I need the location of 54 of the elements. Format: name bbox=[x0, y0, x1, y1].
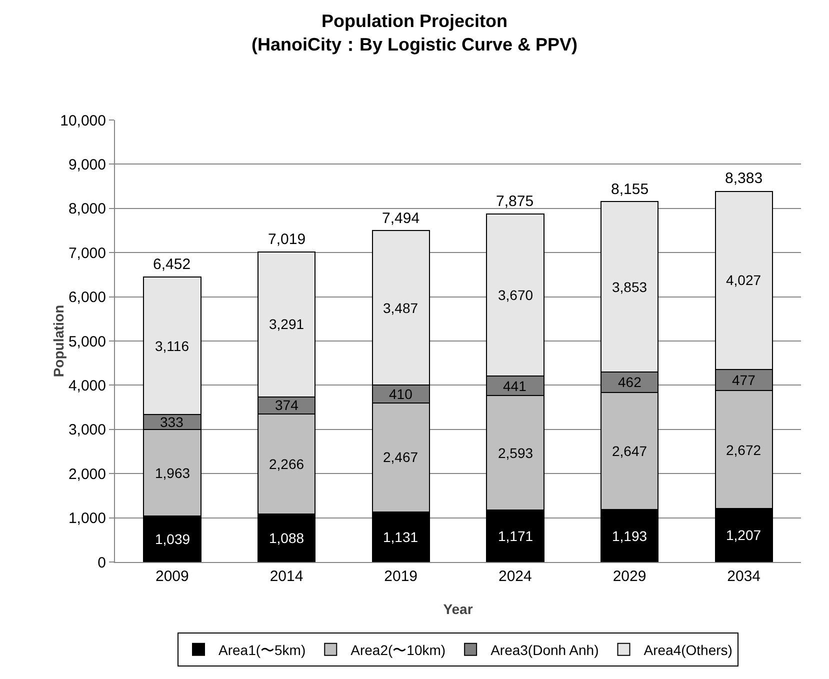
data-label: 441 bbox=[503, 378, 527, 394]
data-label: 2,266 bbox=[269, 456, 304, 472]
legend-label: Area3(Donh Anh) bbox=[490, 642, 599, 658]
x-tick-label: 2029 bbox=[612, 568, 646, 585]
data-label: 1,207 bbox=[726, 527, 762, 543]
total-label: 7,875 bbox=[496, 193, 534, 210]
legend-label: Area2(〜10km) bbox=[350, 642, 446, 658]
data-label: 2,467 bbox=[383, 449, 418, 465]
data-label: 462 bbox=[618, 374, 642, 390]
data-label: 1,171 bbox=[498, 528, 534, 544]
data-label: 3,116 bbox=[155, 338, 190, 354]
data-label: 1,963 bbox=[155, 465, 190, 481]
x-tick-label: 2019 bbox=[384, 568, 418, 585]
x-tick-label: 2009 bbox=[155, 568, 189, 585]
data-label: 477 bbox=[732, 372, 756, 388]
data-label: 3,670 bbox=[498, 287, 534, 303]
y-tick-label: 5,000 bbox=[68, 333, 106, 350]
data-label: 3,853 bbox=[612, 279, 648, 295]
data-label: 3,487 bbox=[383, 300, 418, 316]
total-label: 7,019 bbox=[268, 231, 306, 248]
x-tick-label: 2024 bbox=[498, 568, 532, 585]
data-label: 1,193 bbox=[612, 528, 648, 544]
data-label: 333 bbox=[160, 414, 184, 430]
y-tick-label: 10,000 bbox=[60, 112, 106, 130]
data-label: 1,088 bbox=[269, 530, 304, 546]
total-label: 7,494 bbox=[382, 210, 420, 227]
y-axis-title: Population bbox=[50, 304, 66, 378]
total-label: 8,383 bbox=[725, 170, 763, 187]
data-label: 1,039 bbox=[155, 531, 190, 547]
data-label: 3,291 bbox=[269, 316, 304, 332]
data-label: 2,672 bbox=[726, 442, 762, 458]
y-tick-label: 9,000 bbox=[68, 156, 106, 174]
data-label: 2,593 bbox=[498, 445, 534, 461]
y-tick-label: 2,000 bbox=[68, 466, 106, 483]
legend-label: Area4(Others) bbox=[644, 642, 732, 658]
data-label: 374 bbox=[275, 397, 299, 413]
data-label: 1,131 bbox=[383, 529, 418, 545]
chart-title: Population Projeciton (HanoiCity：By Logistic Curve & PPV) bbox=[251, 11, 578, 55]
total-label: 6,452 bbox=[153, 256, 191, 273]
y-tick-label: 4,000 bbox=[68, 377, 106, 394]
x-axis-title: Year bbox=[443, 601, 474, 617]
x-tick-label: 2034 bbox=[727, 568, 761, 585]
data-label: 4,027 bbox=[726, 272, 762, 288]
y-tick-label: 7,000 bbox=[68, 244, 106, 262]
x-tick-label: 2014 bbox=[270, 568, 304, 585]
data-label: 410 bbox=[389, 386, 413, 402]
data-label: 2,647 bbox=[612, 443, 648, 459]
y-tick-label: 8,000 bbox=[68, 200, 106, 218]
total-label: 8,155 bbox=[611, 181, 649, 198]
y-tick-label: 6,000 bbox=[68, 289, 106, 306]
y-tick-label: 3,000 bbox=[68, 422, 106, 439]
legend-label: Area1(〜5km) bbox=[218, 642, 306, 658]
y-tick-label: 0 bbox=[98, 554, 106, 572]
y-tick-label: 1,000 bbox=[68, 510, 106, 528]
